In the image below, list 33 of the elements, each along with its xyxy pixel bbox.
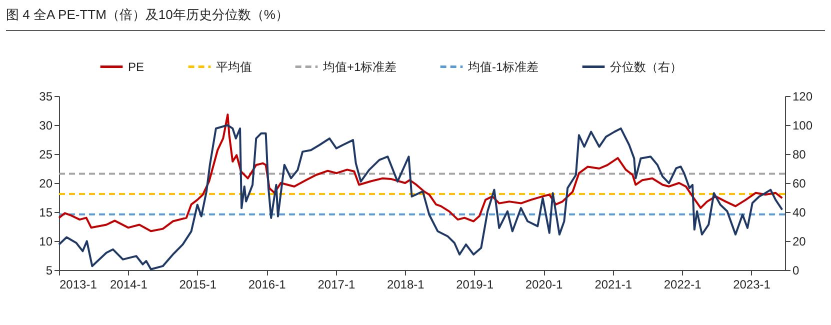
y2-tick-label: 100 [792, 118, 813, 132]
x-tick-label: 2013-1 [60, 278, 98, 292]
x-tick-label: 2015-1 [179, 278, 217, 292]
x-tick-label: 2016-1 [248, 278, 286, 292]
y-tick-label: 30 [39, 118, 53, 132]
legend-label: 平均值 [216, 60, 252, 74]
y-tick-label: 5 [46, 264, 53, 278]
y-tick-label: 20 [39, 176, 53, 190]
x-tick-label: 2014-1 [110, 278, 148, 292]
y2-tick-label: 0 [792, 264, 800, 278]
y-tick-label: 35 [39, 90, 53, 104]
legend-label: 均值+1标准差 [322, 60, 397, 74]
y2-tick-label: 80 [792, 148, 806, 162]
chart-title: 图 4 全A PE-TTM（倍）及10年历史分位数（%） [6, 6, 825, 31]
x-tick-label: 2019-1 [456, 278, 494, 292]
legend-label: 均值-1标准差 [467, 60, 539, 74]
x-tick-label: 2017-1 [318, 278, 356, 292]
x-tick-label: 2021-1 [594, 278, 632, 292]
legend-label: 分位数（右） [610, 60, 682, 74]
y-tick-label: 10 [39, 234, 53, 248]
line-series [58, 114, 784, 232]
y2-tick-label: 120 [792, 90, 813, 104]
y2-tick-label: 40 [792, 206, 806, 220]
y2-tick-label: 20 [792, 234, 806, 248]
x-tick-label: 2020-1 [525, 278, 564, 292]
y-tick-label: 25 [39, 148, 53, 162]
legend-label: PE [128, 60, 144, 74]
y-tick-label: 15 [39, 206, 53, 220]
line-series [58, 124, 784, 270]
x-tick-label: 2022-1 [664, 278, 702, 292]
x-tick-label: 2023-1 [733, 278, 771, 292]
x-tick-label: 2018-1 [386, 278, 425, 292]
y2-tick-label: 60 [792, 176, 806, 190]
